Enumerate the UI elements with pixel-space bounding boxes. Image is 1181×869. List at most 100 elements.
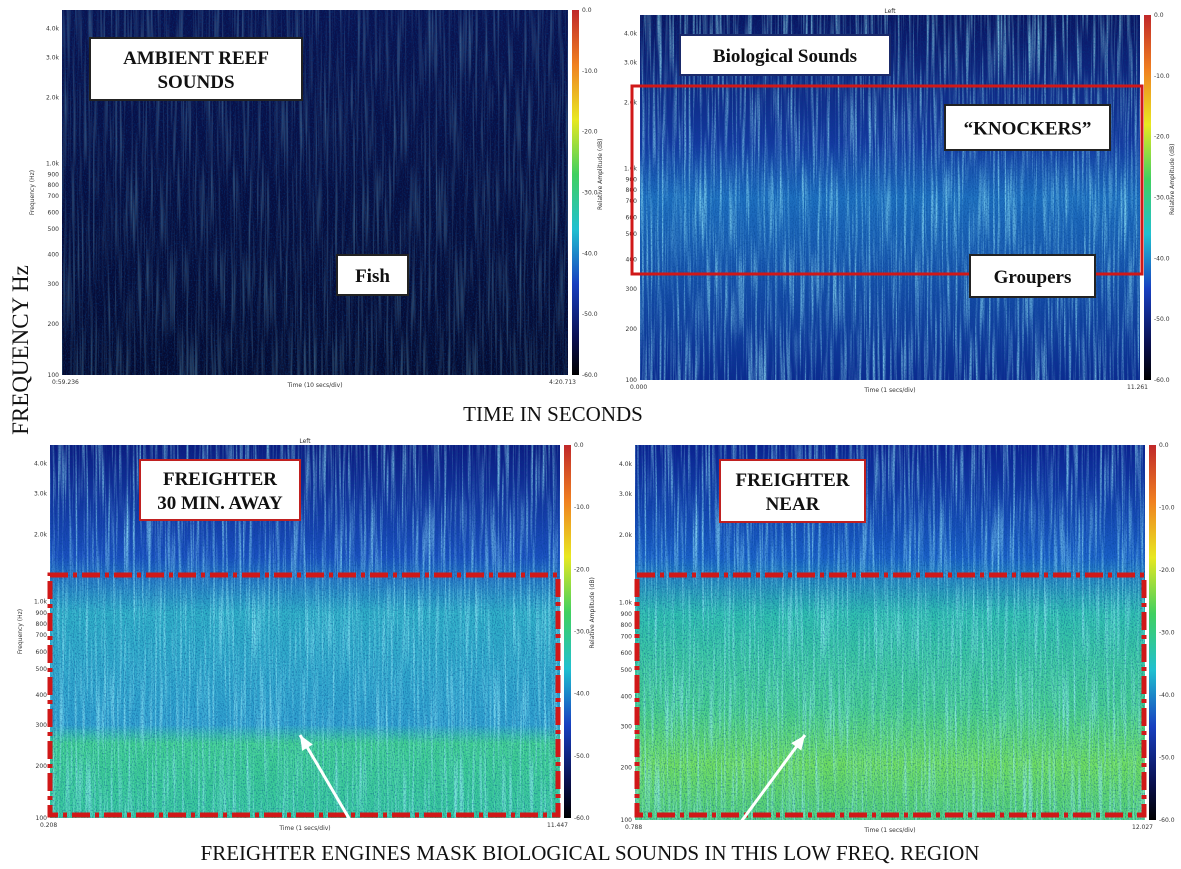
middle-label: TIME IN SECONDS [463, 402, 643, 426]
frequency-tick: 3.0k [624, 59, 638, 66]
time-end: 11.447 [547, 822, 568, 829]
annotation-text: Biological Sounds [713, 46, 857, 67]
annotation-text: FREIGHTER [163, 469, 277, 490]
colorbar [572, 10, 579, 375]
amplitude-tick: -10.0 [574, 504, 590, 511]
frequency-tick: 200 [48, 321, 60, 328]
frequency-tick: 900 [36, 610, 48, 617]
time-axis-title: Time (1 secs/div) [278, 825, 330, 832]
frequency-tick: 500 [48, 226, 60, 233]
amplitude-tick: -20.0 [574, 566, 590, 573]
frequency-axis-title: Frequency (Hz) [17, 609, 24, 654]
frequency-tick: 3.0k [46, 54, 60, 61]
amplitude-tick: -30.0 [582, 190, 598, 197]
frequency-tick: 300 [626, 286, 638, 293]
amplitude-tick: -30.0 [1154, 195, 1170, 202]
spectrogram-grain [635, 445, 1145, 820]
frequency-tick: 600 [48, 210, 60, 217]
time-start: 0.208 [40, 822, 57, 829]
amplitude-tick: -50.0 [1159, 755, 1175, 762]
frequency-tick: 600 [621, 650, 633, 657]
annotation-text: FREIGHTER [735, 470, 849, 491]
amplitude-tick: 0.0 [1159, 442, 1169, 449]
frequency-tick: 3.0k [619, 491, 633, 498]
spectrogram-grain [50, 445, 560, 818]
frequency-tick: 200 [36, 763, 48, 770]
frequency-tick: 2.0k [619, 532, 633, 539]
amplitude-tick: -60.0 [582, 372, 598, 379]
frequency-tick: 100 [36, 815, 48, 822]
frequency-tick: 800 [36, 621, 48, 628]
amplitude-axis-title: Relative Amplitude (dB) [597, 139, 604, 210]
amplitude-tick: -40.0 [1154, 255, 1170, 262]
frequency-tick: 100 [626, 377, 638, 384]
amplitude-tick: -50.0 [574, 753, 590, 760]
amplitude-tick: -10.0 [1159, 505, 1175, 512]
annotation-text: SOUNDS [157, 72, 234, 93]
figure: FREQUENCY Hz TIME IN SECONDS FREIGHTER E… [0, 0, 1181, 869]
frequency-tick: 100 [621, 817, 633, 824]
amplitude-tick: -10.0 [582, 68, 598, 75]
frequency-tick: 300 [621, 723, 633, 730]
time-end: 12.027 [1132, 824, 1153, 831]
frequency-tick: 100 [48, 372, 60, 379]
amplitude-tick: -40.0 [574, 691, 590, 698]
frequency-tick: 2.0k [34, 532, 48, 539]
frequency-tick: 700 [621, 633, 633, 640]
annotation-text: “KNOCKERS” [964, 119, 1092, 140]
amplitude-tick: 0.0 [582, 7, 592, 14]
bottom-label: FREIGHTER ENGINES MASK BIOLOGICAL SOUNDS… [201, 841, 980, 865]
time-start: 0.788 [625, 824, 642, 831]
amplitude-tick: -40.0 [582, 250, 598, 257]
amplitude-axis-title: Relative Amplitude (dB) [1169, 144, 1176, 215]
frequency-tick: 4.0k [619, 461, 633, 468]
amplitude-tick: -30.0 [1159, 630, 1175, 637]
time-axis-title: Time (10 secs/div) [286, 382, 342, 389]
colorbar [1149, 445, 1156, 820]
frequency-tick: 4.0k [46, 25, 60, 32]
frequency-tick: 400 [36, 692, 48, 699]
amplitude-tick: -60.0 [1154, 377, 1170, 384]
amplitude-tick: -50.0 [1154, 316, 1170, 323]
amplitude-tick: -20.0 [582, 129, 598, 136]
panel-header: Left [299, 438, 311, 445]
annotation-text: AMBIENT REEF [123, 48, 269, 69]
frequency-tick: 300 [48, 281, 60, 288]
amplitude-tick: -60.0 [574, 815, 590, 822]
amplitude-tick: -20.0 [1154, 134, 1170, 141]
time-axis-title: Time (1 secs/div) [863, 387, 915, 394]
frequency-tick: 800 [48, 182, 60, 189]
annotation-text: 30 MIN. AWAY [157, 493, 283, 514]
frequency-tick: 1.0k [34, 599, 48, 606]
annotation-text: NEAR [766, 494, 820, 515]
frequency-tick: 900 [621, 611, 633, 618]
time-end: 4:20.713 [549, 379, 576, 386]
amplitude-tick: -20.0 [1159, 567, 1175, 574]
y-axis-label: FREQUENCY Hz [8, 265, 33, 435]
amplitude-tick: -10.0 [1154, 73, 1170, 80]
frequency-tick: 300 [36, 722, 48, 729]
amplitude-tick: -60.0 [1159, 817, 1175, 824]
frequency-tick: 400 [621, 693, 633, 700]
annotation-text: Fish [355, 266, 390, 287]
panel-header: Left [884, 8, 896, 15]
amplitude-tick: -30.0 [574, 629, 590, 636]
frequency-tick: 2.0k [46, 95, 60, 102]
time-start: 0.000 [630, 384, 647, 391]
frequency-tick: 4.0k [624, 30, 638, 37]
frequency-tick: 700 [48, 193, 60, 200]
amplitude-tick: 0.0 [574, 442, 584, 449]
frequency-tick: 1.0k [619, 600, 633, 607]
frequency-tick: 400 [48, 252, 60, 259]
frequency-tick: 700 [36, 632, 48, 639]
amplitude-tick: -40.0 [1159, 692, 1175, 699]
frequency-tick: 500 [36, 666, 48, 673]
frequency-axis-title: Frequency (Hz) [29, 170, 36, 215]
time-start: 0:59.236 [52, 379, 79, 386]
frequency-tick: 800 [621, 622, 633, 629]
frequency-tick: 900 [48, 171, 60, 178]
colorbar [564, 445, 571, 818]
amplitude-axis-title: Relative Amplitude (dB) [589, 577, 596, 648]
frequency-tick: 1.0k [46, 160, 60, 167]
frequency-tick: 200 [621, 765, 633, 772]
